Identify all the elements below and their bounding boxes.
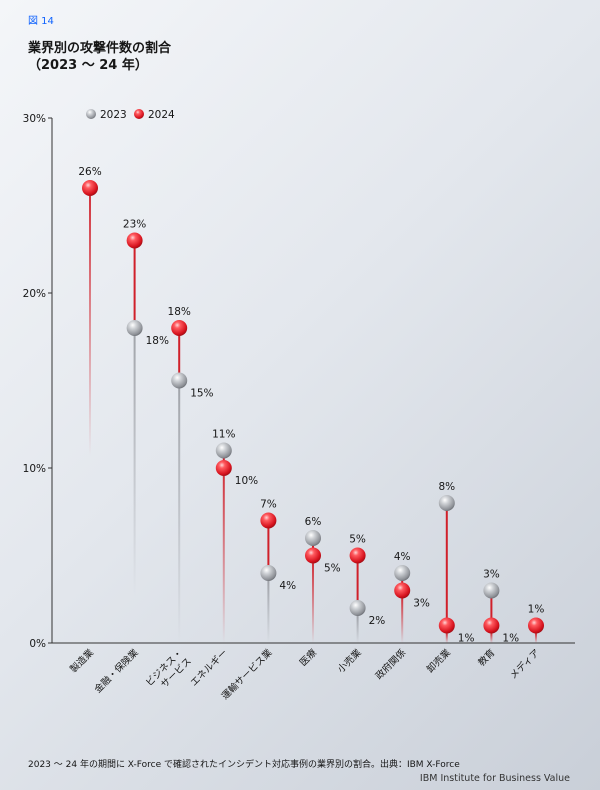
category-label: 金融・保険業 — [92, 646, 141, 695]
point-2023 — [483, 582, 500, 599]
value-label-2024: 5% — [349, 534, 366, 546]
y-tick-label: 20% — [23, 288, 46, 300]
value-label-2023: 6% — [305, 516, 322, 528]
point-2023 — [438, 495, 455, 511]
value-label-2024: 18% — [168, 306, 191, 318]
fade-tail — [267, 581, 270, 643]
chart-title-line1: 業界別の攻撃件数の割合 — [28, 41, 172, 56]
value-label-2024: 3% — [413, 598, 430, 610]
point-2023 — [305, 530, 321, 546]
point-2023 — [349, 600, 366, 616]
value-label-2023: 4% — [279, 580, 296, 592]
point-2023 — [215, 442, 232, 459]
fade-tail — [178, 388, 181, 643]
value-label-2023: 2% — [369, 615, 386, 627]
category-label-line: 医療 — [297, 646, 319, 668]
point-2024 — [438, 617, 455, 634]
point-2024 — [260, 512, 277, 529]
value-label-2023: 4% — [394, 551, 411, 563]
fade-tail — [490, 633, 493, 643]
point-2024 — [171, 320, 188, 336]
category-label: 教育 — [476, 647, 498, 669]
point-2023 — [171, 372, 188, 389]
category-label: 小売業 — [335, 646, 364, 675]
category-label-line: 金融・保険業 — [92, 646, 141, 695]
footnote: 2023 ～ 24 年の期間に X-Force で確認されたインシデント対応事例… — [28, 760, 460, 770]
value-label-2024: 1% — [528, 604, 545, 616]
fade-tail — [401, 598, 404, 643]
legend-marker-2023 — [86, 109, 96, 119]
value-label-2024: 10% — [235, 475, 258, 487]
brand-credit: IBM Institute for Business Value — [419, 773, 570, 784]
category-label: エネルギー — [189, 647, 230, 688]
fade-tail — [89, 196, 91, 456]
legend-label-2023: 2023 — [100, 109, 127, 121]
value-label-2024: 26% — [78, 166, 101, 178]
category-label-line: 製造業 — [67, 646, 96, 675]
category-label: ビジネス・サービス — [144, 647, 194, 690]
category-label-line: メディア — [507, 647, 542, 682]
x-axis-categories: 製造業金融・保険業 ビジネス・サービスエネルギー運輸サービス業 医療 小売業 政府関係卸… — [67, 646, 542, 702]
value-label-2024: 23% — [123, 219, 146, 231]
category-label: 医療 — [297, 646, 319, 668]
value-label-2023: 11% — [212, 429, 235, 441]
y-tick-label: 30% — [23, 113, 46, 125]
figure-label: 図 14 — [28, 16, 54, 27]
category-label-line: エネルギー — [189, 647, 230, 688]
value-label-2023: 18% — [146, 335, 169, 347]
fade-tail — [312, 563, 314, 643]
value-label-2023: 8% — [438, 481, 455, 493]
point-2024 — [349, 547, 366, 564]
point-2024 — [483, 617, 500, 634]
legend-marker-2024 — [134, 109, 144, 119]
y-tick-label: 10% — [23, 463, 46, 475]
category-label: 卸売業 — [424, 646, 453, 675]
data-labels: 26% 23% 18% 18% 15% 11% 10%7% 4% 6% 5% 5% 2% 4% 3% 8% 1… — [78, 166, 544, 645]
fade-tail — [222, 476, 225, 643]
point-2024 — [394, 582, 411, 599]
point-2024 — [305, 547, 321, 564]
category-label: 製造業 — [67, 646, 96, 675]
y-tick-label: 0% — [29, 638, 46, 650]
value-label-2024: 1% — [458, 633, 475, 645]
category-label-line: 卸売業 — [424, 646, 453, 675]
category-label: メディア — [507, 647, 542, 682]
value-label-2023: 15% — [190, 388, 213, 400]
point-2024 — [82, 180, 98, 196]
point-2024 — [215, 460, 232, 476]
fade-tail — [445, 633, 448, 643]
point-2023 — [394, 565, 411, 581]
category-label-line: 教育 — [476, 647, 498, 669]
value-label-2024: 1% — [502, 633, 519, 645]
value-label-2023: 3% — [483, 569, 500, 581]
data-points — [82, 180, 544, 634]
point-2023 — [260, 565, 277, 581]
point-2024 — [528, 617, 544, 634]
category-label-line: 政府関係 — [373, 646, 409, 682]
legend-label-2024: 2024 — [148, 109, 175, 121]
fade-tail — [535, 633, 537, 643]
value-label-2024: 5% — [324, 563, 341, 575]
category-label-line: 小売業 — [335, 646, 364, 675]
point-2023 — [126, 320, 143, 336]
value-label-2024: 7% — [260, 499, 277, 511]
fade-tail — [133, 336, 136, 596]
fade-tail — [356, 616, 359, 643]
point-2024 — [126, 232, 143, 249]
chart-title: 業界別の攻撃件数の割合 （2023 ～ 24 年） — [28, 40, 171, 74]
chart-title-line2: （2023 ～ 24 年） — [28, 58, 148, 73]
category-label: 政府関係 — [373, 646, 409, 682]
fade-tails — [89, 196, 537, 643]
legend: 2023 2024 — [86, 109, 175, 121]
